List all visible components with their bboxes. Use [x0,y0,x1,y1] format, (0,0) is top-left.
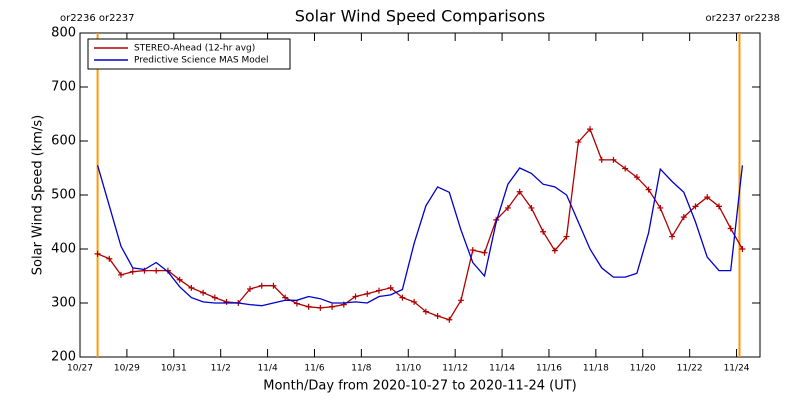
point-marker [704,194,711,201]
point-marker [669,233,676,240]
point-marker [258,282,265,289]
point-marker [118,271,125,278]
plot-frame [79,32,761,358]
y-tick-label: 400 [51,242,76,257]
point-marker [434,312,441,319]
point-marker [352,293,359,300]
point-marker [247,285,253,292]
x-tick-label: 11/24 [724,364,750,374]
point-marker [329,303,336,310]
x-tick-label: 11/20 [630,364,656,374]
point-marker [504,204,511,211]
point-marker [622,165,629,172]
point-marker [223,298,230,305]
point-marker [610,156,617,163]
x-tick-label: 11/2 [211,364,231,374]
point-marker [282,294,289,301]
point-marker [293,300,300,307]
legend-label: Predictive Science MAS Model [134,56,269,66]
x-tick-label: 11/16 [536,364,562,374]
point-marker [270,282,277,289]
point-marker [94,250,101,257]
legend-box [87,38,291,70]
point-marker [727,225,734,232]
x-tick-label: 11/18 [583,364,609,374]
x-tick-label: 11/4 [257,364,277,374]
point-marker [375,287,382,294]
carrington-label: or2237 or2238 [705,13,780,24]
y-tick-label: 600 [51,134,76,149]
x-tick-label: 11/12 [442,364,468,374]
chart-title: Solar Wind Speed Comparisons [295,7,546,26]
point-marker [188,284,195,291]
point-marker [458,297,465,304]
point-marker [387,284,394,291]
point-marker [153,267,160,274]
point-marker [657,204,664,211]
y-axis-label: Solar Wind Speed (km/s) [31,115,46,275]
point-marker [200,289,207,296]
x-tick-label: 10/29 [114,364,140,374]
x-tick-label: 11/22 [677,364,703,374]
point-marker [715,203,722,210]
point-marker [551,247,558,254]
point-marker [739,246,746,252]
point-marker [692,203,699,210]
point-marker [106,255,113,262]
point-marker [399,294,406,301]
x-tick-label: 10/31 [161,364,187,374]
point-marker [422,308,429,315]
point-marker [528,204,535,211]
point-marker [446,316,453,323]
point-marker [317,304,324,311]
x-tick-label: 11/8 [351,364,371,374]
point-marker [598,156,605,163]
x-tick-label: 11/14 [489,364,515,374]
point-marker [211,294,218,301]
point-marker [516,188,523,195]
point-marker [469,247,476,254]
point-marker [575,139,582,146]
x-tick-label: 11/10 [395,364,421,374]
point-marker [633,174,640,181]
y-tick-label: 800 [51,26,76,41]
point-marker [305,303,312,310]
point-marker [645,186,652,193]
point-marker [129,268,136,275]
point-marker [176,276,183,283]
point-marker [563,233,570,240]
x-tick-label: 10/27 [67,364,93,374]
point-marker [540,228,547,235]
x-axis-label: Month/Day from 2020-10-27 to 2020-11-24 … [263,379,576,394]
series-line [97,127,743,321]
x-tick-label: 11/6 [304,364,324,374]
point-marker [680,214,687,221]
y-tick-label: 300 [51,296,76,311]
y-tick-label: 200 [51,350,76,365]
carrington-label: or2236 or2237 [60,13,135,24]
point-marker [587,126,593,133]
y-tick-label: 500 [51,188,76,203]
legend-label: STEREO-Ahead (12-hr avg) [134,44,255,54]
point-marker [481,249,488,256]
y-tick-label: 700 [51,80,76,95]
point-marker [141,267,148,274]
series-line [96,165,744,307]
point-marker [411,298,418,305]
point-marker [364,290,371,297]
